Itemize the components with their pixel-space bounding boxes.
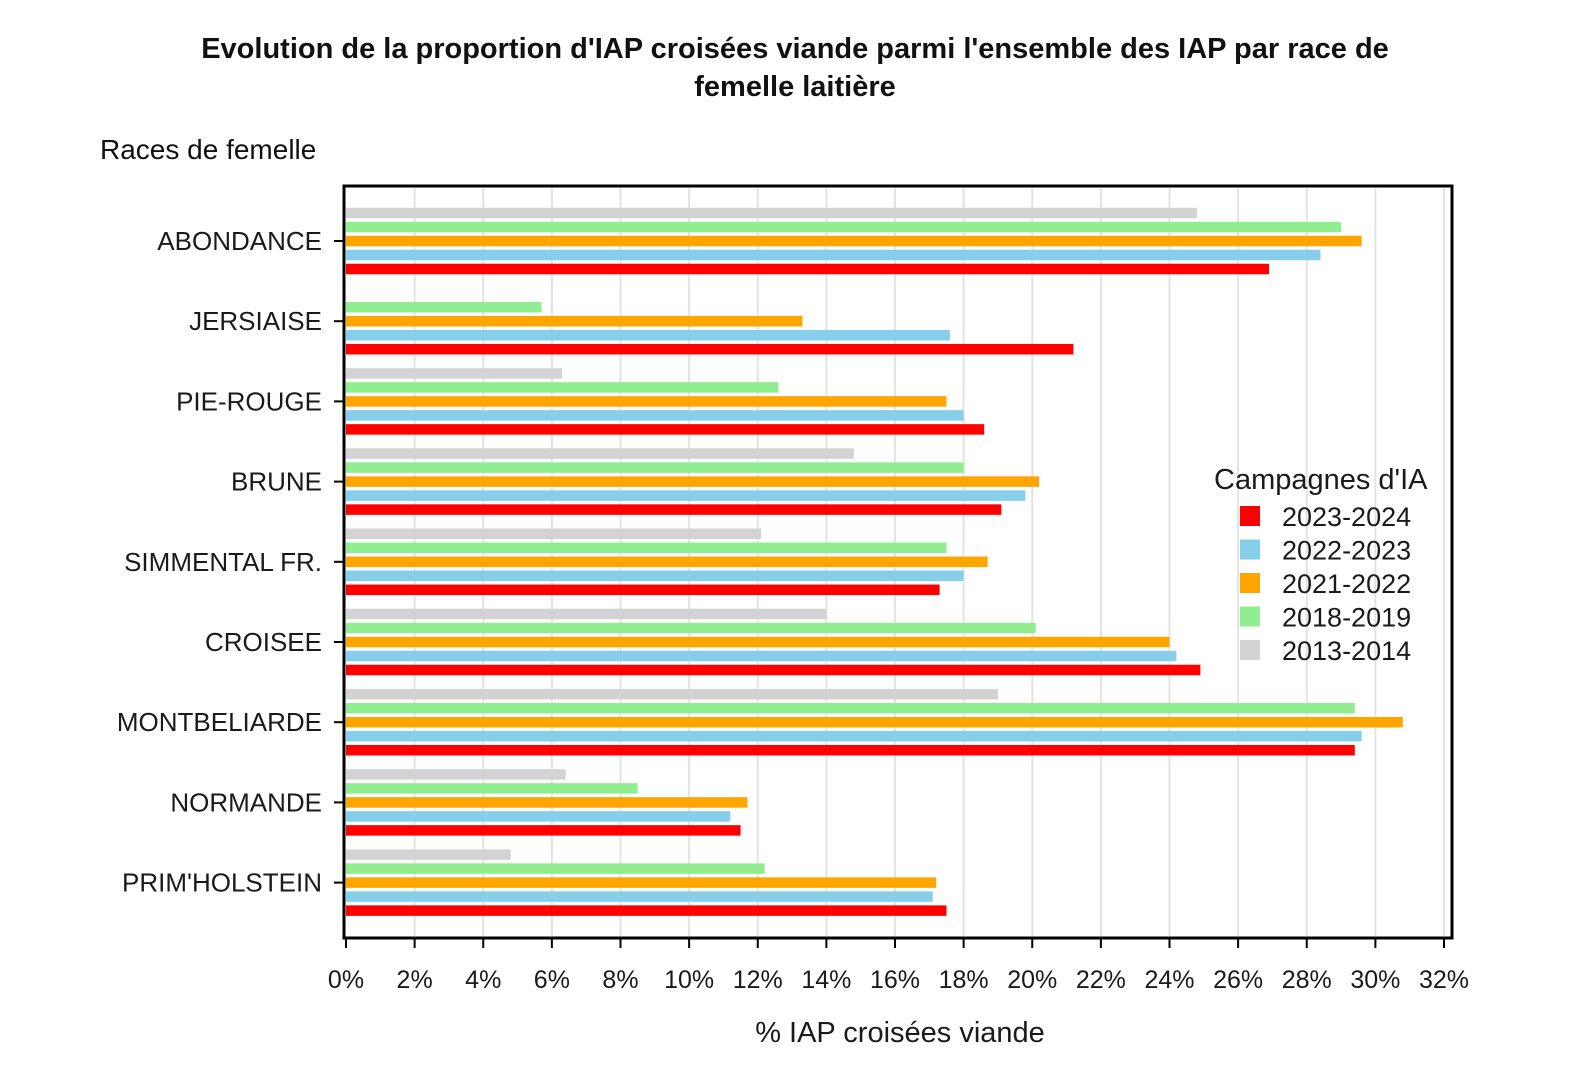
legend-swatch — [1240, 539, 1260, 560]
legend-title: Campagnes d'IA — [1214, 464, 1428, 496]
x-tick-label: 14% — [801, 966, 851, 994]
category-label: BRUNE — [231, 467, 322, 497]
bar — [346, 664, 1201, 676]
bar — [346, 382, 779, 393]
bar — [346, 863, 765, 874]
y-axis-title: Races de femelle — [100, 134, 317, 165]
bar — [346, 504, 1002, 515]
chart-title: Evolution de la proportion d'IAP croisée… — [90, 30, 1500, 106]
category-label: CROISEE — [205, 627, 322, 657]
bar — [346, 744, 1355, 756]
legend-swatch — [1240, 506, 1260, 526]
legend-label: 2018-2019 — [1282, 603, 1411, 633]
bar — [346, 249, 1321, 261]
x-tick-label: 16% — [870, 966, 920, 994]
legend-swatch — [1240, 606, 1260, 627]
bar — [346, 329, 950, 341]
x-axis-title: % IAP croisées viande — [755, 1017, 1045, 1049]
bar — [346, 877, 937, 888]
bar — [346, 688, 998, 700]
legend: Campagnes d'IA 2023-2024 2022-20232021-202… — [1214, 464, 1428, 666]
x-tick-label: 28% — [1282, 966, 1332, 994]
x-tick-label: 32% — [1419, 966, 1469, 994]
bar — [346, 608, 827, 620]
legend-label: 2022-2023 — [1282, 536, 1411, 566]
bar — [346, 528, 762, 540]
x-tick-label: 8% — [602, 966, 638, 994]
legend-label: 2021-2022 — [1282, 569, 1411, 599]
bar — [346, 905, 947, 916]
bar — [346, 462, 964, 473]
x-tick-label: 4% — [465, 966, 501, 994]
legend-label: 2013-2014 — [1282, 636, 1411, 666]
bar — [346, 570, 964, 582]
chart-title-line2: femelle laitière — [694, 71, 896, 103]
category-label: NORMANDE — [170, 787, 322, 817]
bar — [346, 368, 563, 379]
bar — [346, 769, 566, 780]
bar — [346, 396, 947, 407]
bar — [346, 448, 854, 459]
legend-swatch — [1240, 573, 1260, 593]
bar — [346, 476, 1040, 487]
x-tick-label: 0% — [328, 966, 364, 994]
bar — [346, 343, 1074, 355]
category-label: SIMMENTAL FR. — [124, 547, 322, 577]
x-tick-label: 2% — [397, 966, 433, 994]
x-tick-label: 10% — [664, 966, 714, 994]
bar — [346, 702, 1355, 714]
category-label: MONTBELIARDE — [117, 707, 322, 737]
bar — [346, 797, 748, 808]
bar — [346, 490, 1026, 501]
x-tick-label: 18% — [939, 966, 989, 994]
bar — [346, 424, 985, 435]
category-label: JERSIAISE — [189, 306, 322, 336]
bar — [346, 207, 1197, 219]
category-label: PIE-ROUGE — [176, 386, 322, 416]
bar — [346, 825, 741, 836]
bar — [346, 650, 1177, 662]
legend-label: 2023-2024 — [1282, 502, 1411, 532]
legend-swatch — [1240, 640, 1260, 660]
x-tick-label: 12% — [733, 966, 783, 994]
x-tick-label: 24% — [1144, 966, 1194, 994]
bar — [346, 235, 1362, 247]
y-axis: ABONDANCE JERSIAISE PIE-ROUGE BRUNE SIMMENTA… — [117, 226, 344, 898]
bar — [346, 622, 1036, 634]
bar — [346, 556, 988, 568]
x-tick-label: 6% — [534, 966, 570, 994]
bar — [346, 315, 803, 327]
bars — [346, 207, 1403, 916]
x-tick-label: 20% — [1007, 966, 1057, 994]
bar — [346, 891, 933, 902]
x-tick-label: 22% — [1076, 966, 1126, 994]
category-label: PRIM'HOLSTEIN — [122, 868, 322, 898]
bar — [346, 542, 947, 554]
bar — [346, 584, 940, 596]
bar — [346, 849, 511, 860]
bar — [346, 716, 1403, 728]
bar — [346, 410, 964, 421]
category-label: ABONDANCE — [157, 226, 322, 256]
x-tick-label: 26% — [1213, 966, 1263, 994]
bar — [346, 783, 638, 794]
bar — [346, 221, 1342, 233]
x-axis: 0% 2% 4% 6% 8% 10% 12% 14% 16% 18% 20% 22% 24% 26% 28%… — [328, 938, 1469, 994]
bar — [346, 636, 1170, 648]
x-tick-label: 30% — [1350, 966, 1400, 994]
bar — [346, 301, 542, 313]
chart-title-line1: Evolution de la proportion d'IAP croisée… — [201, 33, 1389, 65]
bar — [346, 730, 1362, 742]
bar — [346, 263, 1270, 275]
bar — [346, 811, 731, 822]
